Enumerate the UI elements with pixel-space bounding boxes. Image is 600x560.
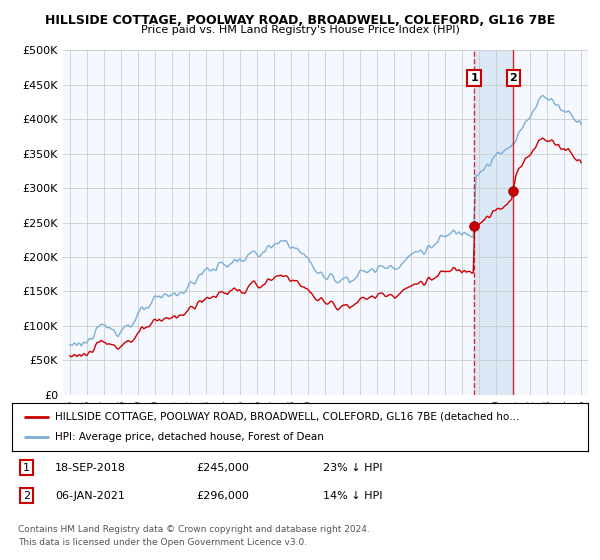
Text: Price paid vs. HM Land Registry's House Price Index (HPI): Price paid vs. HM Land Registry's House … — [140, 25, 460, 35]
Text: 2: 2 — [23, 491, 30, 501]
Text: HILLSIDE COTTAGE, POOLWAY ROAD, BROADWELL, COLEFORD, GL16 7BE: HILLSIDE COTTAGE, POOLWAY ROAD, BROADWEL… — [45, 14, 555, 27]
Text: 06-JAN-2021: 06-JAN-2021 — [55, 491, 125, 501]
Bar — [474, 50, 514, 395]
Text: 1: 1 — [470, 73, 478, 83]
Text: HILLSIDE COTTAGE, POOLWAY ROAD, BROADWELL, COLEFORD, GL16 7BE (detached ho…: HILLSIDE COTTAGE, POOLWAY ROAD, BROADWEL… — [55, 412, 520, 422]
Text: £296,000: £296,000 — [196, 491, 249, 501]
Text: HPI: Average price, detached house, Forest of Dean: HPI: Average price, detached house, Fore… — [55, 432, 324, 442]
Text: £245,000: £245,000 — [196, 463, 249, 473]
Text: 1: 1 — [23, 463, 30, 473]
Text: 18-SEP-2018: 18-SEP-2018 — [55, 463, 126, 473]
Text: Contains HM Land Registry data © Crown copyright and database right 2024.
This d: Contains HM Land Registry data © Crown c… — [18, 525, 370, 547]
Text: 2: 2 — [509, 73, 517, 83]
Text: 14% ↓ HPI: 14% ↓ HPI — [323, 491, 383, 501]
Text: 23% ↓ HPI: 23% ↓ HPI — [323, 463, 383, 473]
